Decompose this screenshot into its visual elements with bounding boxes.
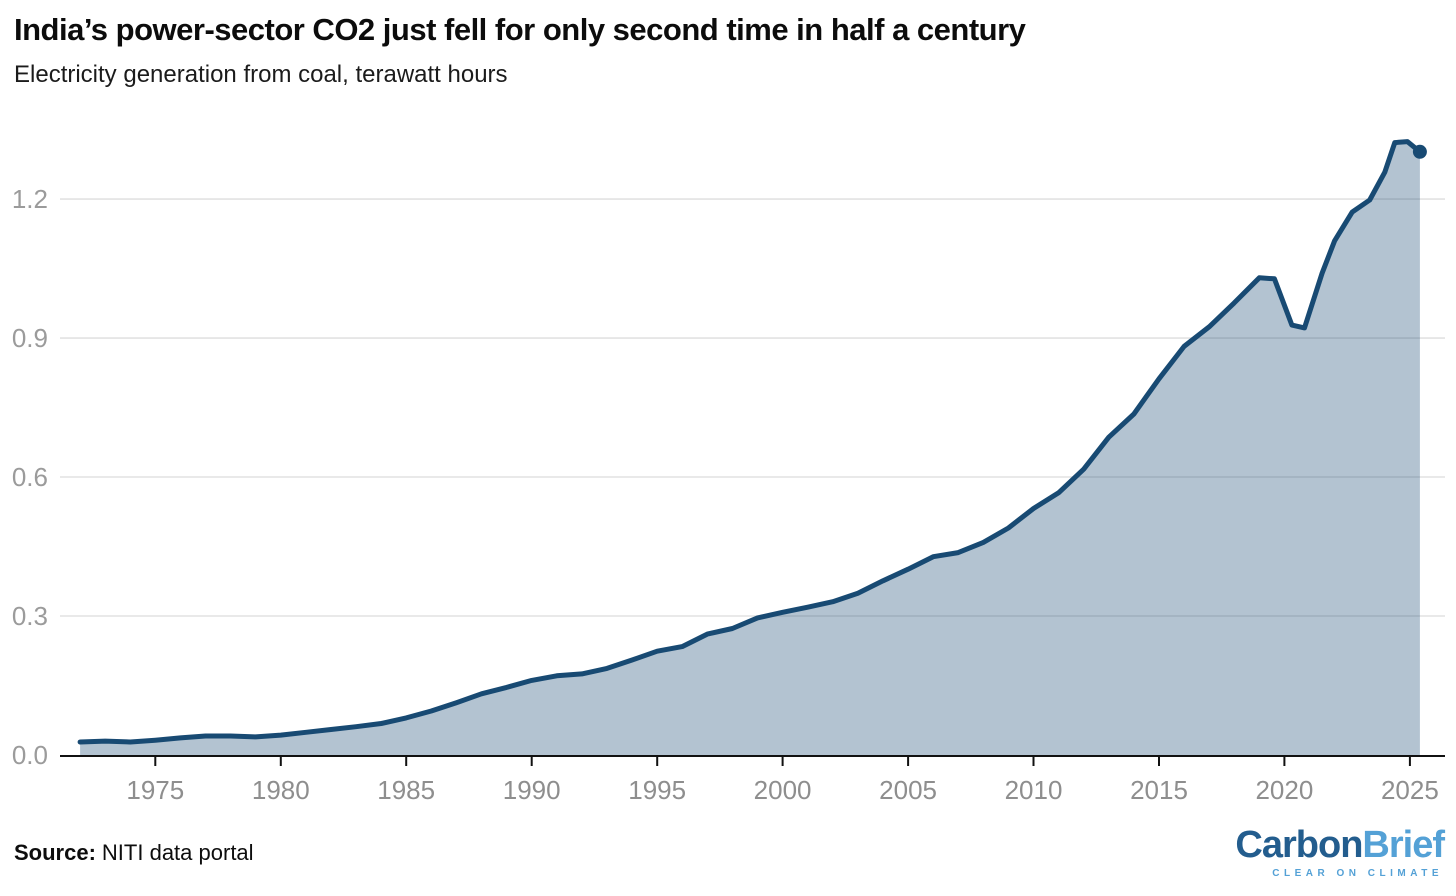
x-axis-label: 1995 xyxy=(628,775,686,805)
chart-subtitle: Electricity generation from coal, terawa… xyxy=(14,61,508,88)
y-axis-label: 1.2 xyxy=(12,184,48,214)
carbonbrief-wordmark: CarbonBrief xyxy=(1235,824,1445,866)
source-label: Source: xyxy=(14,840,96,865)
x-axis-label: 1985 xyxy=(377,775,435,805)
x-axis-label: 1990 xyxy=(503,775,561,805)
area-fill xyxy=(80,141,1420,756)
x-axis-label: 1975 xyxy=(126,775,184,805)
chart-title: India’s power-sector CO2 just fell for o… xyxy=(14,12,1026,47)
x-axis-label: 2020 xyxy=(1255,775,1313,805)
logo-text-carbon: Carbon xyxy=(1235,824,1363,866)
y-axis-label: 0.3 xyxy=(12,601,48,631)
source-note: Source: NITI data portal xyxy=(14,840,254,866)
y-axis-label: 0.0 xyxy=(12,740,48,770)
x-axis-label: 1980 xyxy=(252,775,310,805)
logo-tagline: CLEAR ON CLIMATE xyxy=(1272,868,1443,879)
x-axis-label: 2015 xyxy=(1130,775,1188,805)
source-text: NITI data portal xyxy=(101,840,254,865)
carbonbrief-logo: CarbonBrief CLEAR ON CLIMATE xyxy=(1235,824,1445,879)
y-axis-label: 0.9 xyxy=(12,323,48,353)
data-line xyxy=(77,139,1423,745)
x-axis-label: 2010 xyxy=(1005,775,1063,805)
x-axis-label: 2000 xyxy=(754,775,812,805)
latest-point-marker xyxy=(1412,144,1427,159)
y-axis-label: 0.6 xyxy=(12,462,48,492)
x-axis-label: 2025 xyxy=(1381,775,1439,805)
logo-text-brief: Brief xyxy=(1362,824,1445,866)
x-axis-label: 2005 xyxy=(879,775,937,805)
